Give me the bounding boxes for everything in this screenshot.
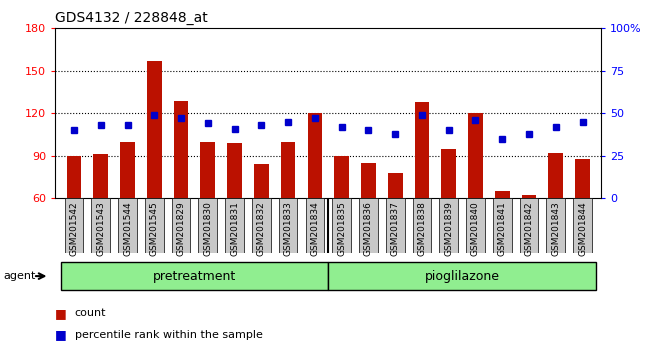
Bar: [388, 173, 402, 198]
Text: pioglilazone: pioglilazone: [424, 270, 500, 282]
Bar: [549, 153, 563, 198]
Text: GSM201844: GSM201844: [578, 201, 587, 256]
Text: GSM201839: GSM201839: [444, 201, 453, 256]
Bar: [495, 191, 510, 198]
Text: GSM201834: GSM201834: [310, 201, 319, 256]
Bar: [172, 198, 190, 253]
Bar: [67, 156, 81, 198]
Text: GSM201542: GSM201542: [70, 201, 79, 256]
Bar: [519, 198, 538, 253]
Bar: [281, 142, 296, 198]
Bar: [547, 198, 565, 253]
Text: GSM201832: GSM201832: [257, 201, 266, 256]
Bar: [252, 198, 270, 253]
Text: GSM201830: GSM201830: [203, 201, 213, 256]
Bar: [441, 149, 456, 198]
Text: percentile rank within the sample: percentile rank within the sample: [75, 330, 263, 339]
Bar: [64, 198, 83, 253]
Bar: [439, 198, 458, 253]
Bar: [415, 102, 429, 198]
Bar: [522, 195, 536, 198]
Text: pretreatment: pretreatment: [153, 270, 236, 282]
Bar: [306, 198, 324, 253]
Bar: [493, 198, 512, 253]
Bar: [147, 61, 162, 198]
Text: GSM201842: GSM201842: [525, 201, 534, 256]
Text: GSM201840: GSM201840: [471, 201, 480, 256]
Bar: [254, 164, 268, 198]
Bar: [468, 113, 483, 198]
Text: GSM201835: GSM201835: [337, 201, 346, 256]
Text: ■: ■: [55, 328, 67, 341]
Bar: [328, 262, 596, 290]
Bar: [118, 198, 137, 253]
Text: GSM201829: GSM201829: [177, 201, 185, 256]
Text: ■: ■: [55, 307, 67, 320]
Text: GSM201544: GSM201544: [123, 201, 132, 256]
Text: GSM201831: GSM201831: [230, 201, 239, 256]
Text: agent: agent: [3, 271, 36, 281]
Text: GSM201545: GSM201545: [150, 201, 159, 256]
Bar: [361, 163, 376, 198]
Bar: [575, 159, 590, 198]
Bar: [334, 156, 349, 198]
Bar: [332, 198, 351, 253]
Bar: [92, 198, 110, 253]
Text: GSM201838: GSM201838: [417, 201, 426, 256]
Text: GSM201833: GSM201833: [283, 201, 292, 256]
Text: GDS4132 / 228848_at: GDS4132 / 228848_at: [55, 11, 208, 25]
Bar: [60, 262, 328, 290]
Text: GSM201843: GSM201843: [551, 201, 560, 256]
Bar: [413, 198, 432, 253]
Bar: [145, 198, 164, 253]
Bar: [573, 198, 592, 253]
Bar: [120, 142, 135, 198]
Bar: [94, 154, 108, 198]
Text: GSM201836: GSM201836: [364, 201, 373, 256]
Bar: [466, 198, 485, 253]
Bar: [200, 142, 215, 198]
Text: GSM201841: GSM201841: [498, 201, 507, 256]
Bar: [198, 198, 217, 253]
Text: count: count: [75, 308, 106, 318]
Bar: [307, 113, 322, 198]
Bar: [279, 198, 298, 253]
Text: GSM201837: GSM201837: [391, 201, 400, 256]
Text: GSM201543: GSM201543: [96, 201, 105, 256]
Bar: [174, 101, 188, 198]
Bar: [227, 143, 242, 198]
Bar: [386, 198, 404, 253]
Bar: [359, 198, 378, 253]
Bar: [225, 198, 244, 253]
